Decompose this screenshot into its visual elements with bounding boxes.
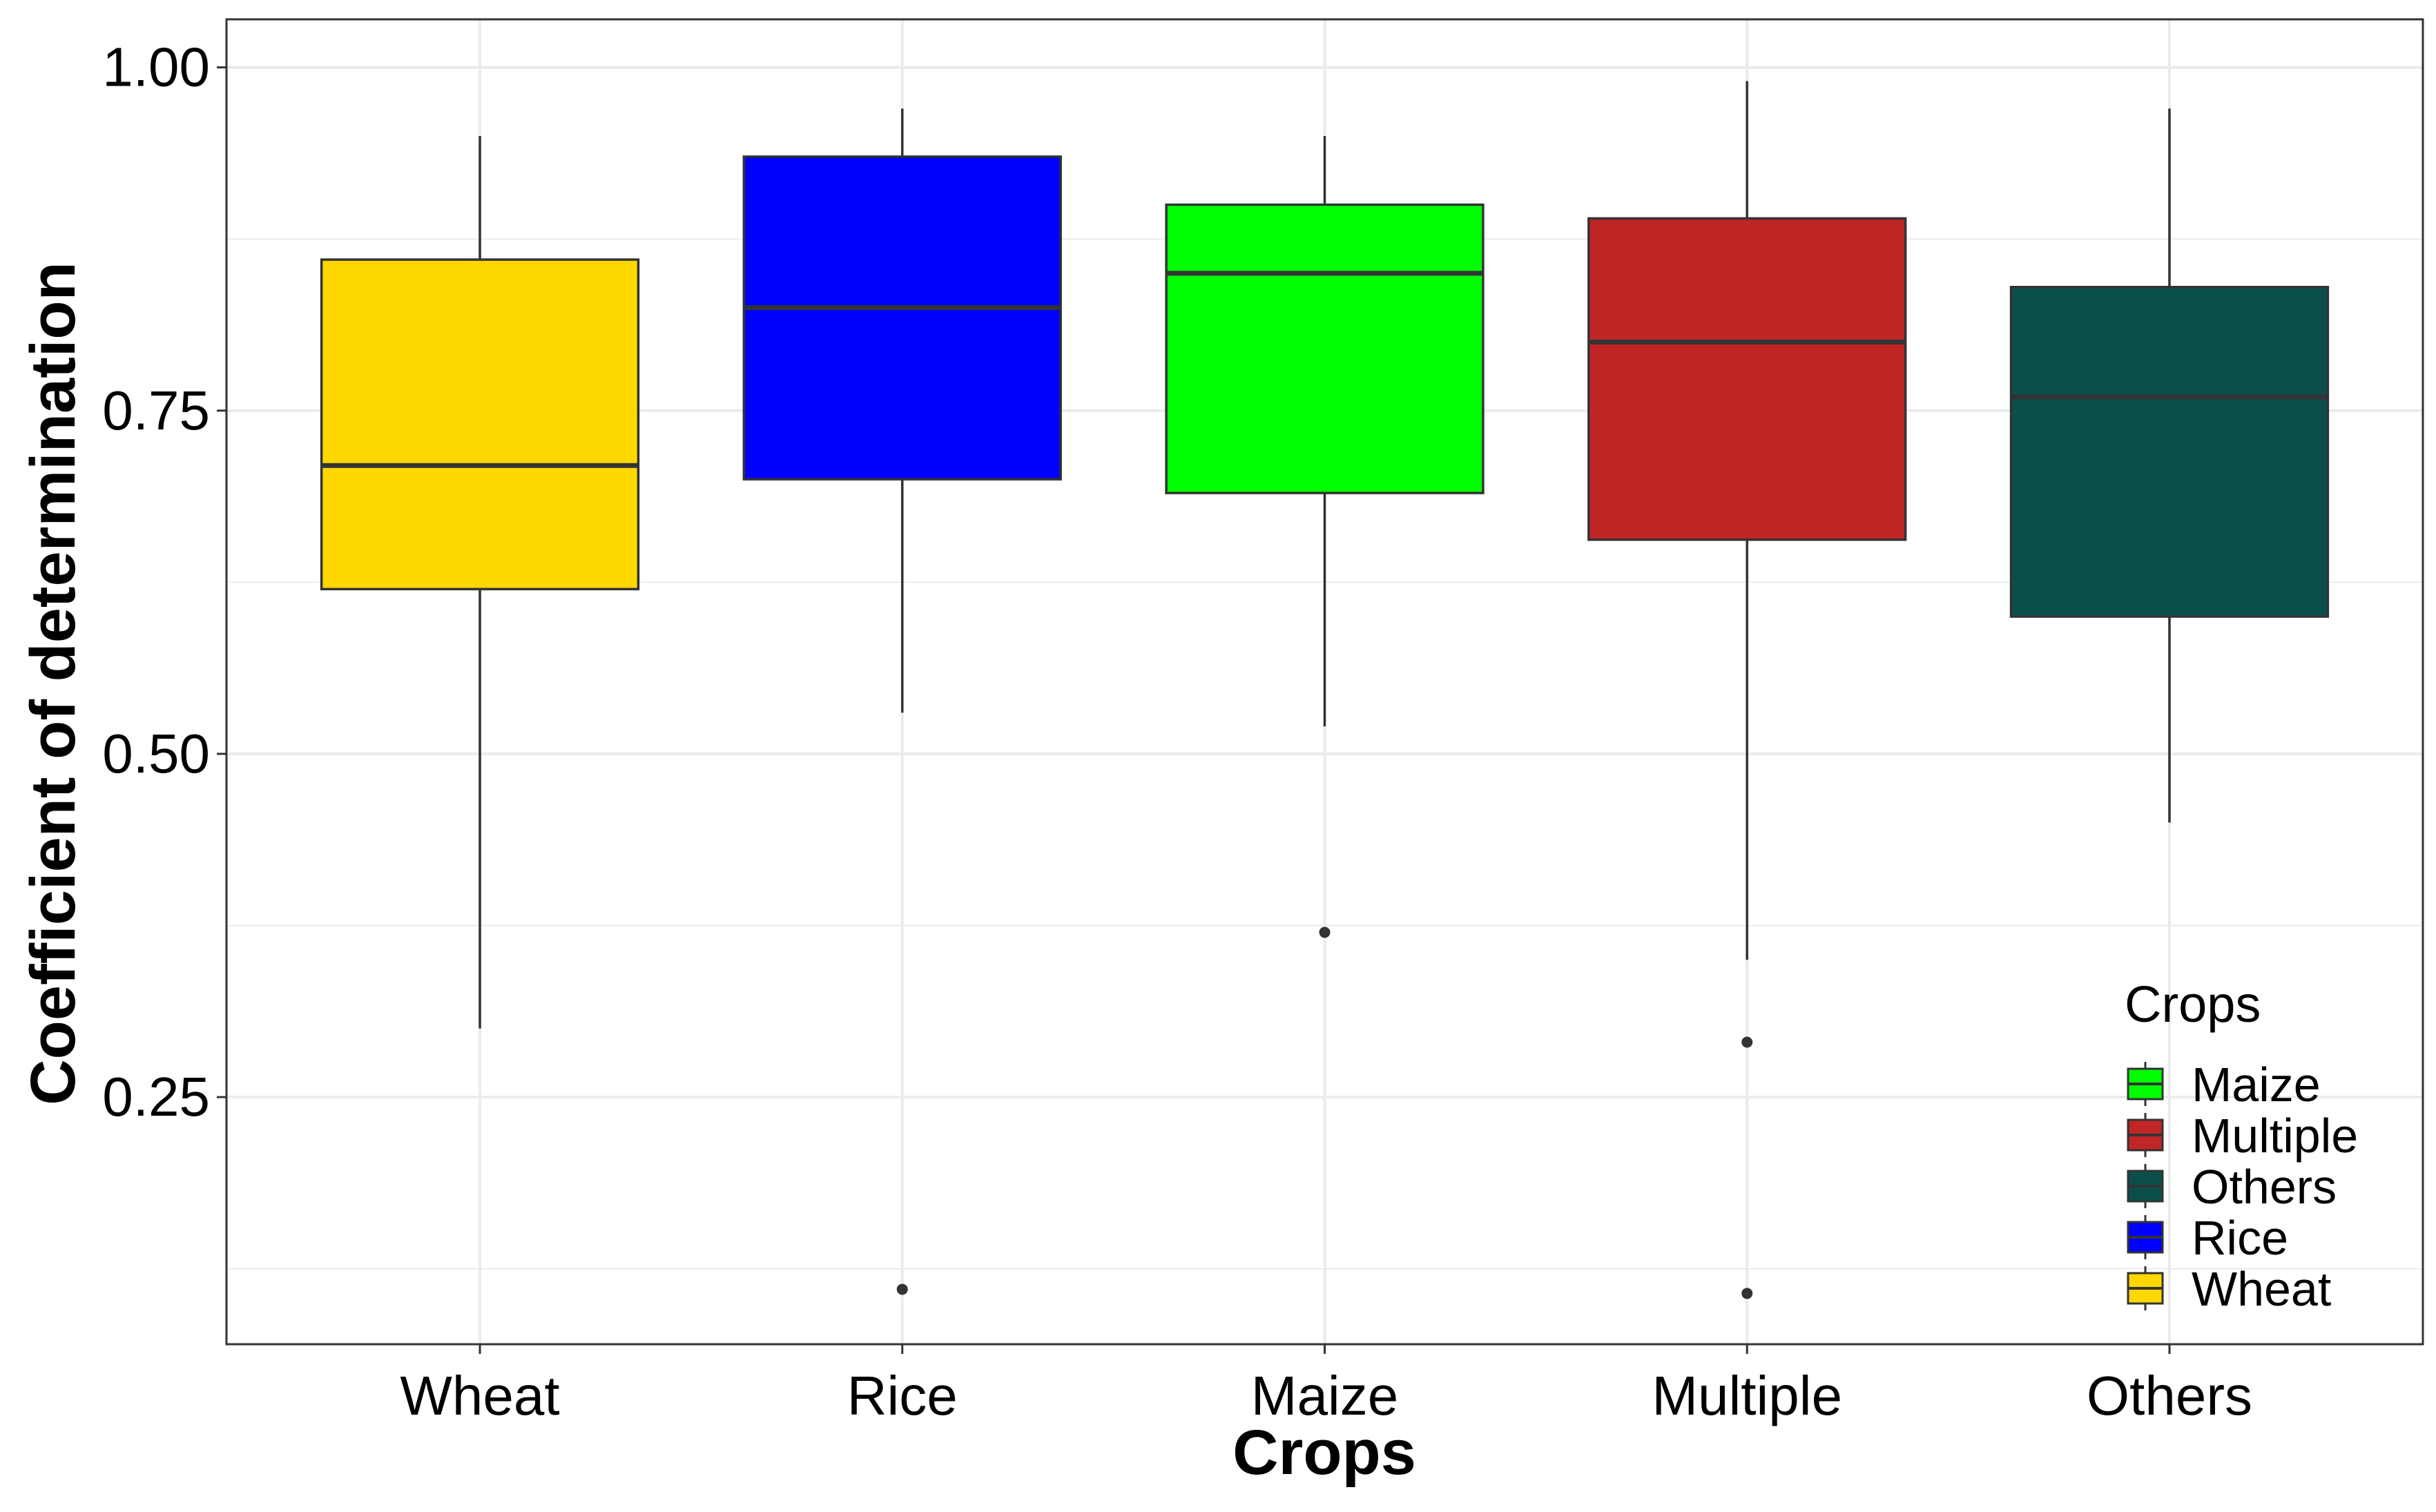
x-axis-title: Crops [1232,1417,1416,1488]
y-tick-label: 0.25 [102,1066,210,1127]
box-others [2009,108,2330,823]
y-tick-label: 0.50 [102,723,210,784]
box-body-rice [742,155,1062,481]
boxes-layer [320,81,2330,1299]
box-maize [1165,136,1485,938]
y-axis: 0.25 0.50 0.75 1.00 [102,37,226,1127]
y-axis-title: Coefficient of determination [18,262,88,1105]
box-body-others [2009,286,2330,618]
box-multiple [1587,81,1907,1299]
legend-label-maize: Maize [2192,1058,2321,1112]
x-axis: Wheat Rice Maize Multiple Others [400,1344,2252,1426]
legend-title: Crops [2125,976,2261,1033]
box-body-maize [1165,203,1485,494]
outlier-point-multiple [1741,1036,1753,1048]
x-tick-label: Multiple [1652,1365,1842,1426]
legend-item-multiple: Multiple [2127,1109,2358,1163]
legend-label-rice: Rice [2192,1211,2288,1265]
x-tick-label: Maize [1251,1365,1398,1426]
legend-label-multiple: Multiple [2192,1109,2358,1163]
box-body-multiple [1587,217,1907,541]
legend-label-others: Others [2192,1160,2337,1214]
x-tick-label: Rice [847,1365,958,1426]
y-tick-label: 1.00 [102,37,210,98]
box-body-wheat [320,258,640,591]
legend-item-maize: Maize [2127,1058,2321,1112]
y-tick-label: 0.75 [102,380,210,441]
x-tick-label: Wheat [400,1365,559,1426]
legend-item-rice: Rice [2127,1211,2288,1265]
x-tick-label: Others [2087,1365,2252,1426]
box-rice [742,108,1062,1295]
box-wheat [320,136,640,1029]
outlier-point-maize [1319,927,1331,938]
legend-label-wheat: Wheat [2192,1262,2331,1316]
legend-item-others: Others [2127,1160,2337,1214]
outlier-point-rice [896,1283,908,1295]
legend-item-wheat: Wheat [2127,1262,2331,1316]
outlier-point-multiple [1741,1288,1753,1299]
